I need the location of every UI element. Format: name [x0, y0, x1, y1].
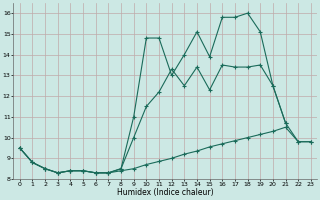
X-axis label: Humidex (Indice chaleur): Humidex (Indice chaleur): [117, 188, 214, 197]
